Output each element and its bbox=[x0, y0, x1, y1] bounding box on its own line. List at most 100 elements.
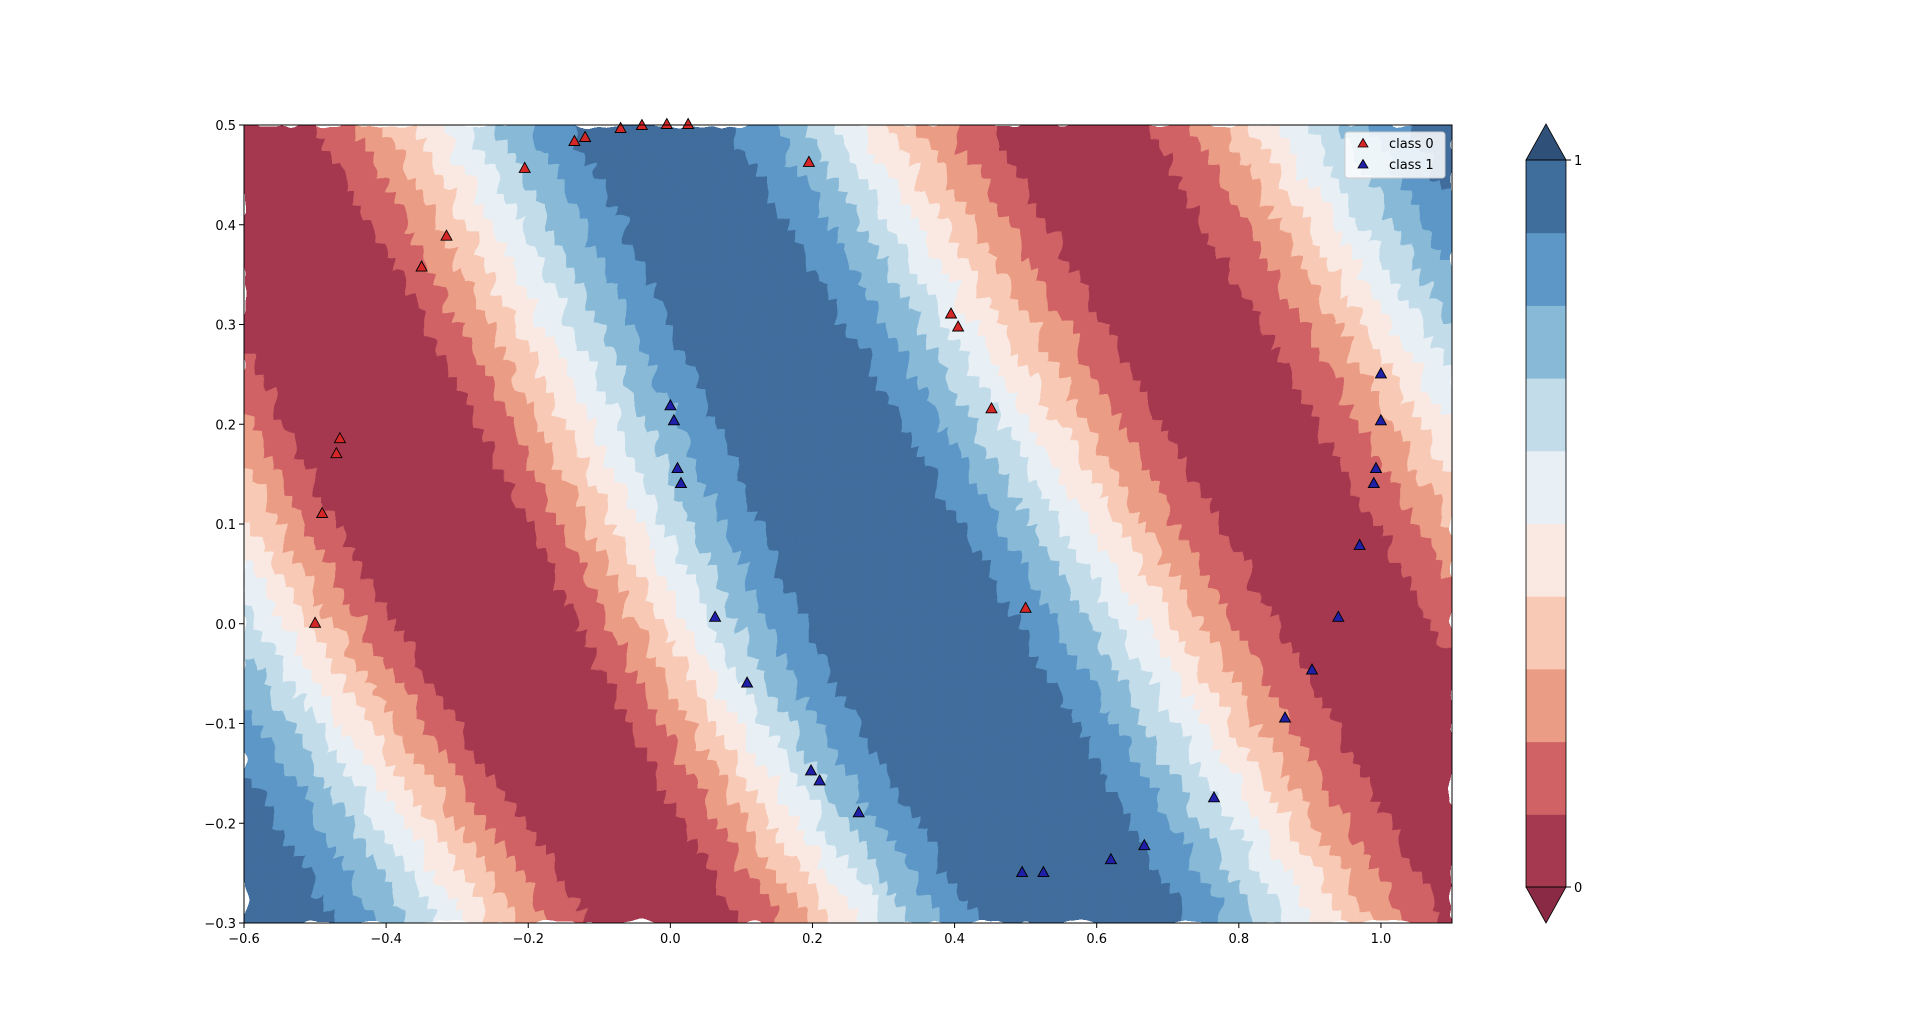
contour-cell bbox=[303, 177, 315, 192]
contour-cell bbox=[535, 776, 547, 791]
contour-cell bbox=[434, 749, 446, 764]
contour-cell bbox=[887, 151, 899, 166]
contour-cell bbox=[646, 523, 658, 538]
contour-cell bbox=[374, 776, 386, 791]
contour-cell bbox=[807, 629, 819, 645]
contour-cell bbox=[1058, 802, 1070, 818]
contour-cell bbox=[907, 669, 919, 685]
contour-cell bbox=[988, 164, 1000, 179]
contour-cell bbox=[948, 510, 960, 525]
contour-cell bbox=[716, 723, 728, 738]
contour-cell bbox=[615, 829, 628, 844]
contour-cell bbox=[485, 496, 497, 512]
contour-cell bbox=[1008, 669, 1020, 685]
contour-cell bbox=[354, 270, 366, 286]
contour-cell bbox=[847, 297, 859, 312]
contour-cell bbox=[485, 470, 497, 485]
contour-cell bbox=[766, 230, 779, 246]
contour-cell bbox=[1038, 177, 1050, 192]
contour-cell bbox=[595, 709, 607, 724]
contour-cell bbox=[1038, 270, 1050, 286]
contour-cell bbox=[887, 669, 899, 685]
contour-cell bbox=[374, 217, 386, 232]
contour-cell bbox=[706, 363, 718, 379]
contour-cell bbox=[525, 842, 537, 857]
contour-cell bbox=[424, 257, 436, 272]
contour-cell bbox=[303, 377, 315, 392]
contour-cell bbox=[988, 842, 1000, 857]
contour-cell bbox=[595, 230, 607, 246]
contour-cell bbox=[485, 749, 497, 764]
contour-cell bbox=[736, 829, 748, 844]
contour-cell bbox=[384, 430, 396, 445]
contour-cell bbox=[636, 377, 648, 392]
contour-cell bbox=[555, 736, 567, 751]
contour-cell bbox=[334, 776, 346, 791]
contour-cell bbox=[515, 443, 527, 458]
contour-cell bbox=[817, 483, 829, 498]
contour-cell bbox=[1008, 882, 1020, 897]
contour-cell bbox=[454, 749, 466, 764]
contour-cell bbox=[1018, 270, 1030, 286]
contour-cell bbox=[676, 390, 688, 405]
contour-cell bbox=[656, 656, 668, 671]
contour-cell bbox=[505, 629, 517, 645]
contour-cell bbox=[434, 470, 446, 485]
contour-cell bbox=[253, 390, 265, 405]
contour-cell bbox=[857, 417, 869, 432]
contour-cell bbox=[686, 776, 698, 791]
contour-cell bbox=[1008, 909, 1020, 923]
contour-cell bbox=[495, 723, 507, 738]
contour-cell bbox=[434, 856, 446, 871]
contour-cell bbox=[686, 430, 698, 445]
contour-cell bbox=[736, 496, 748, 512]
contour-cell bbox=[535, 656, 547, 671]
contour-cell bbox=[917, 137, 930, 153]
contour-cell bbox=[303, 590, 315, 605]
contour-cell bbox=[1079, 177, 1091, 192]
contour-cell bbox=[495, 257, 507, 272]
contour-cell bbox=[998, 191, 1010, 206]
contour-cell bbox=[666, 789, 678, 804]
contour-cell bbox=[334, 284, 346, 299]
contour-cell bbox=[434, 337, 446, 352]
contour-cell bbox=[525, 762, 537, 778]
contour-cell bbox=[807, 669, 819, 685]
contour-cell bbox=[344, 191, 356, 206]
contour-cell bbox=[515, 125, 527, 139]
contour-cell bbox=[404, 137, 416, 153]
contour-cell bbox=[525, 483, 537, 498]
contour-cell bbox=[374, 802, 386, 818]
contour-cell bbox=[777, 470, 789, 485]
contour-cell bbox=[565, 284, 577, 299]
contour-cell bbox=[495, 417, 507, 432]
contour-cell bbox=[283, 603, 295, 618]
contour-cell bbox=[656, 151, 668, 166]
contour-cell bbox=[485, 909, 497, 923]
contour-cell bbox=[595, 204, 607, 219]
contour-cell bbox=[887, 882, 899, 897]
contour-cell bbox=[736, 616, 748, 631]
contour-cell bbox=[656, 164, 668, 179]
contour-cell bbox=[575, 417, 587, 432]
contour-cell bbox=[475, 324, 487, 339]
contour-cell bbox=[857, 324, 869, 339]
contour-cell bbox=[404, 816, 416, 831]
contour-cell bbox=[1048, 377, 1060, 392]
contour-cell bbox=[293, 390, 305, 405]
contour-cell bbox=[485, 457, 497, 472]
contour-cell bbox=[414, 789, 426, 804]
contour-cell bbox=[756, 350, 768, 365]
contour-cell bbox=[585, 909, 597, 923]
contour-cell bbox=[334, 496, 346, 512]
contour-cell bbox=[384, 829, 396, 844]
contour-cell bbox=[676, 802, 688, 818]
contour-cell bbox=[716, 284, 728, 299]
contour-cell bbox=[787, 244, 799, 259]
contour-cell bbox=[283, 550, 295, 565]
contour-cell bbox=[1048, 776, 1060, 791]
contour-cell bbox=[244, 882, 255, 897]
contour-cell bbox=[454, 909, 466, 923]
contour-cell bbox=[928, 590, 940, 605]
contour-cell bbox=[887, 895, 899, 911]
